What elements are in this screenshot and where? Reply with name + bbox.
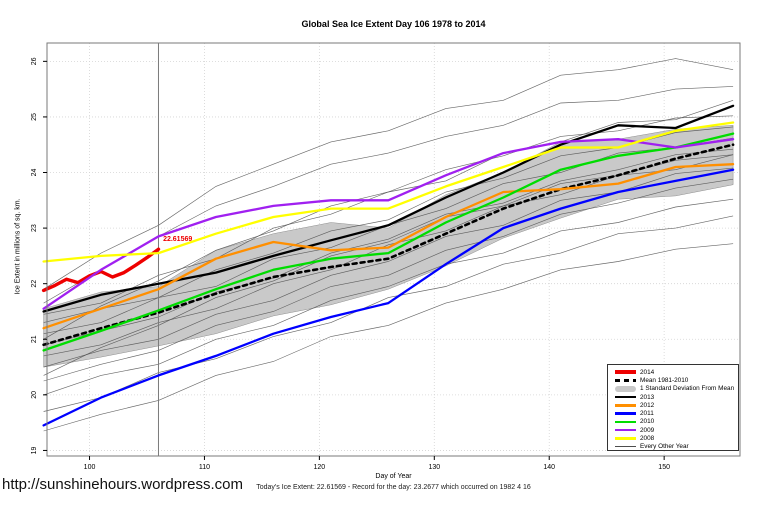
legend-label: 2013 — [640, 393, 655, 401]
y-tick-label: 19 — [31, 446, 38, 454]
site-url: http://sunshinehours.wordpress.com — [2, 476, 243, 493]
legend-item: 1 Standard Deviation From Mean — [615, 385, 738, 393]
status-line: Today's Ice Extent: 22.61569 - Record fo… — [256, 484, 531, 491]
legend-item: 2014 — [615, 368, 738, 376]
y-tick-label: 20 — [31, 391, 38, 399]
legend-item: 2012 — [615, 401, 738, 409]
plot-border — [46, 42, 741, 457]
legend-item: Mean 1981-2010 — [615, 376, 738, 384]
legend-swatch-line-icon — [615, 429, 636, 432]
legend-item: 2011 — [615, 409, 738, 417]
series-2013 — [42, 104, 735, 313]
series-2014 — [41, 247, 161, 293]
record-annotation: 22.61569 — [163, 236, 193, 244]
legend-label: 2008 — [640, 435, 655, 443]
x-tick-label: 130 — [428, 464, 440, 471]
legend-label: Every Other Year — [640, 443, 689, 451]
x-tick-label: 140 — [543, 464, 555, 471]
legend-label: 2009 — [640, 426, 655, 434]
legend-item: 2010 — [615, 418, 738, 426]
x-tick-label: 110 — [199, 464, 210, 471]
y-axis-title: Ice Extent in millions of sq. km. — [14, 198, 22, 295]
legend-swatch-thin-icon — [615, 446, 636, 448]
x-tick-label: 100 — [84, 464, 96, 471]
legend-swatch-line-icon — [615, 437, 636, 440]
legend-swatch-line-icon — [615, 412, 636, 415]
std-dev-band — [43, 125, 734, 368]
series-2009 — [42, 138, 735, 310]
series-2011 — [42, 168, 735, 427]
y-tick-label: 25 — [31, 113, 38, 121]
legend-label: 2012 — [640, 401, 655, 409]
legend-swatch-line-icon — [615, 404, 636, 407]
series-mean-1981-2010 — [42, 143, 735, 347]
y-tick-label: 21 — [31, 335, 38, 343]
legend-item: 2008 — [615, 434, 738, 442]
series-2010 — [42, 132, 735, 352]
legend-swatch-line-icon — [615, 395, 636, 399]
legend-swatch-line-icon — [615, 420, 636, 424]
series-2008 — [42, 121, 735, 263]
series-2012 — [42, 163, 735, 330]
legend-label: 2011 — [640, 410, 654, 418]
legend-swatch-dashed-icon — [615, 379, 636, 382]
y-tick-label: 24 — [31, 169, 38, 177]
legend-item: 2009 — [615, 426, 738, 434]
x-tick-label: 150 — [658, 464, 670, 471]
legend-label: Mean 1981-2010 — [640, 376, 689, 384]
legend: 2014 Mean 1981-2010 1 Standard Deviation F… — [607, 364, 739, 451]
y-tick-label: 23 — [31, 224, 38, 232]
x-tick-label: 120 — [314, 464, 326, 471]
chart-title: Global Sea Ice Extent Day 106 1978 to 20… — [301, 19, 486, 29]
legend-swatch-band-icon — [615, 385, 636, 392]
legend-label: 2014 — [640, 368, 655, 376]
y-tick-label: 22 — [31, 280, 38, 288]
legend-item: Every Other Year — [615, 443, 738, 451]
legend-label: 1 Standard Deviation From Mean — [640, 385, 735, 393]
legend-label: 2010 — [640, 418, 655, 426]
y-tick-label: 26 — [31, 57, 38, 65]
legend-swatch-thick-icon — [615, 370, 636, 374]
x-axis-title: Day of Year — [375, 473, 412, 480]
legend-item: 2013 — [615, 393, 738, 401]
